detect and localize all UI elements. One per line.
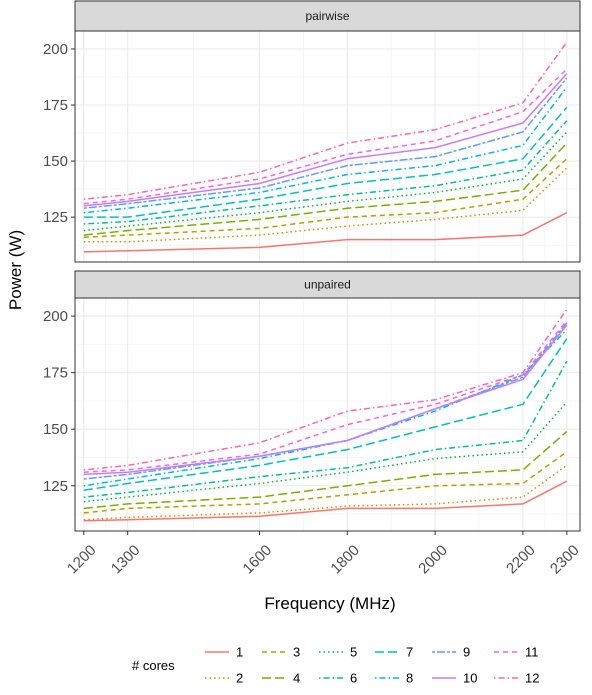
x-tick-label: 1300 <box>108 542 144 578</box>
y-tick-label: 150 <box>43 153 68 170</box>
y-axis-title: Power (W) <box>6 230 25 310</box>
x-tick-label: 1200 <box>64 542 100 578</box>
x-axis: 1200 1300 1600 1800 2000 2200 2300 <box>64 531 583 577</box>
strip-unpaired <box>74 270 581 299</box>
panel-background <box>75 31 580 262</box>
panel-pairwise: pairwise 125 150 175 200 <box>43 0 581 263</box>
legend-label-1: 1 <box>236 645 243 660</box>
series-line-10 <box>83 324 568 476</box>
strip-pairwise <box>74 0 581 32</box>
legend-label-12: 12 <box>525 671 539 686</box>
x-tick-label: 1800 <box>327 542 363 578</box>
legend-label-4: 4 <box>293 671 300 686</box>
legend-title: # cores <box>132 658 175 673</box>
legend-label-10: 10 <box>463 671 477 686</box>
legend-label-11: 11 <box>525 645 539 660</box>
panel-unpaired: unpaired 125 150 175 200 <box>43 270 581 532</box>
series-line-9 <box>83 77 568 209</box>
legend-label-7: 7 <box>406 645 413 660</box>
y-tick-label: 150 <box>43 421 68 438</box>
series-line-4 <box>83 430 568 510</box>
panel-background <box>75 298 580 531</box>
series-line-1 <box>83 480 568 522</box>
legend-label-9: 9 <box>463 645 470 660</box>
panel-border <box>74 30 581 263</box>
y-tick-label: 175 <box>43 365 68 382</box>
x-axis-title: Frequency (MHz) <box>264 594 395 613</box>
panel-border <box>74 297 581 532</box>
series-line-1 <box>83 212 568 253</box>
series-line-7 <box>83 106 568 218</box>
y-tick-label: 125 <box>43 478 68 495</box>
x-tick-label: 2300 <box>547 542 583 578</box>
series-line-6 <box>83 360 568 498</box>
x-tick-label: 2200 <box>503 542 539 578</box>
series-line-11 <box>83 320 568 473</box>
series-line-10 <box>83 73 568 207</box>
series-line-7 <box>83 338 568 492</box>
legend-label-3: 3 <box>293 645 300 660</box>
series-line-11 <box>83 68 568 205</box>
legend-label-5: 5 <box>350 645 357 660</box>
series-line-6 <box>83 120 568 225</box>
y-tick-label: 125 <box>43 209 68 226</box>
series-line-3 <box>83 158 568 239</box>
y-tick-label: 200 <box>43 308 68 325</box>
panels: pairwise 125 150 175 200 unpaired 125 150 175 200 <box>43 0 581 532</box>
legend-label-8: 8 <box>406 671 413 686</box>
series-line-12 <box>83 41 568 200</box>
legend-label-6: 6 <box>350 671 357 686</box>
legend-label-2: 2 <box>236 671 243 686</box>
series-line-4 <box>83 142 568 236</box>
strip-label: pairwise <box>305 9 349 23</box>
y-tick-label: 200 <box>43 41 68 58</box>
strip-label: unpaired <box>304 278 351 292</box>
x-tick-label: 2000 <box>415 542 451 578</box>
series-line-3 <box>83 451 568 514</box>
series-line-8 <box>83 86 568 214</box>
x-tick-label: 1600 <box>240 542 276 578</box>
series-line-5 <box>83 131 568 232</box>
series-line-12 <box>83 308 568 471</box>
y-tick-label: 175 <box>43 97 68 114</box>
series-line-5 <box>83 401 568 503</box>
